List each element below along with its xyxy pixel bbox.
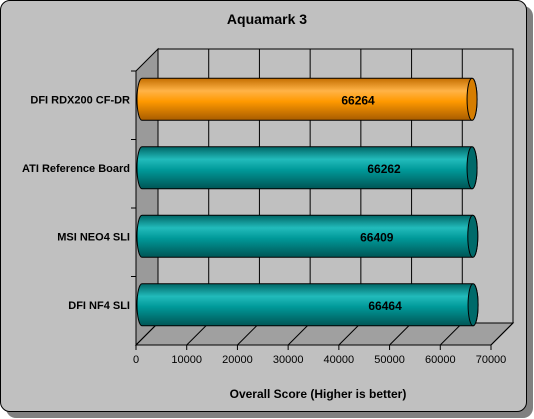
- bar-end-cap: [466, 146, 478, 190]
- x-tick-label: 30000: [273, 354, 304, 366]
- x-axis-label: Overall Score (Higher is better): [230, 387, 407, 401]
- bar: 66264: [136, 77, 478, 121]
- bar-value-label: 66262: [367, 162, 401, 176]
- x-tick-label: 10000: [171, 354, 202, 366]
- chart-title: Aquamark 3: [227, 11, 307, 27]
- bar-body: [136, 283, 479, 327]
- grid-line-floor: [389, 322, 412, 346]
- x-tick-labels: 0 10000 20000 30000 40000 50000 60000 70000: [133, 354, 506, 366]
- bar-value-label: 66409: [360, 230, 394, 244]
- bar-body: [136, 214, 479, 258]
- bar-value-label: 66464: [368, 299, 402, 313]
- grid-line-floor: [490, 322, 514, 346]
- x-tick-label: 0: [133, 354, 139, 366]
- x-tick-label: 40000: [324, 354, 355, 366]
- x-tick-label: 50000: [374, 354, 405, 366]
- bar-body: [136, 146, 478, 190]
- grid-line-floor: [287, 322, 311, 346]
- x-tick-label: 60000: [425, 354, 456, 366]
- category-labels: DFI RDX200 CF-DR ATI Reference Board MSI N…: [22, 94, 130, 312]
- category-label: MSI NEO4 SLI: [57, 231, 130, 243]
- bar: 66464: [136, 283, 479, 327]
- grid-line-floor: [237, 322, 260, 346]
- bar-end-cap: [467, 214, 479, 258]
- x-tick-label: 70000: [476, 354, 507, 366]
- bar: 66409: [136, 214, 479, 258]
- bar-value-label: 66264: [341, 93, 375, 107]
- bar: 66262: [136, 146, 478, 190]
- bar-end-cap: [467, 283, 479, 327]
- category-label: DFI RDX200 CF-DR: [30, 94, 130, 106]
- category-label: ATI Reference Board: [22, 163, 130, 175]
- grid-line-floor: [186, 322, 210, 346]
- bar-body: [136, 77, 478, 121]
- bar-end-cap: [466, 77, 478, 121]
- grid-line-floor: [135, 322, 159, 346]
- grid-line-floor: [439, 322, 463, 346]
- x-tick-label: 20000: [222, 354, 253, 366]
- grid-line-floor: [338, 322, 362, 346]
- category-label: DFI NF4 SLI: [68, 300, 130, 312]
- plot-floor: [134, 322, 515, 346]
- bars-group: 66264 66262 66409 66464: [136, 77, 479, 327]
